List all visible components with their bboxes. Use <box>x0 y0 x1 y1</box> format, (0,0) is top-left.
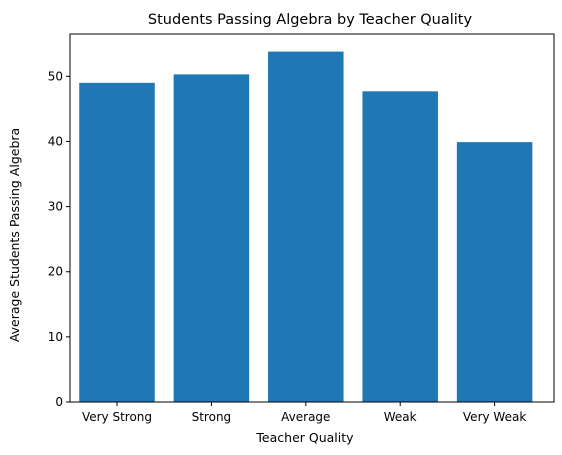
plot-frame <box>69 33 555 403</box>
y-axis-ticks: 0 10 20 30 40 50 <box>48 69 70 409</box>
x-tick-label: Very Strong <box>82 410 152 424</box>
bars-group <box>79 51 533 403</box>
y-tick-label: 10 <box>48 330 63 344</box>
y-tick-label: 0 <box>55 395 63 409</box>
x-axis-ticks: Very Strong Strong Average Weak Very Weak <box>82 402 526 424</box>
x-tick-label: Very Weak <box>463 410 526 424</box>
x-tick-label: Average <box>281 410 330 424</box>
y-tick-label: 20 <box>48 265 63 279</box>
x-tick-label: Weak <box>384 410 417 424</box>
y-tick-label: 40 <box>48 134 63 148</box>
y-tick-label: 30 <box>48 200 63 214</box>
chart-title: Students Passing Algebra by Teacher Qual… <box>148 12 473 28</box>
y-axis-label: Average Students Passing Algebra <box>7 128 22 342</box>
x-axis-label: Teacher Quality <box>255 430 354 445</box>
bar-3 <box>362 91 438 403</box>
y-tick-label: 50 <box>48 69 63 83</box>
bar-4 <box>456 142 533 402</box>
bar-2 <box>268 51 344 402</box>
x-tick-label: Strong <box>192 410 232 424</box>
bar-1 <box>173 74 250 403</box>
bar-0 <box>79 82 155 403</box>
